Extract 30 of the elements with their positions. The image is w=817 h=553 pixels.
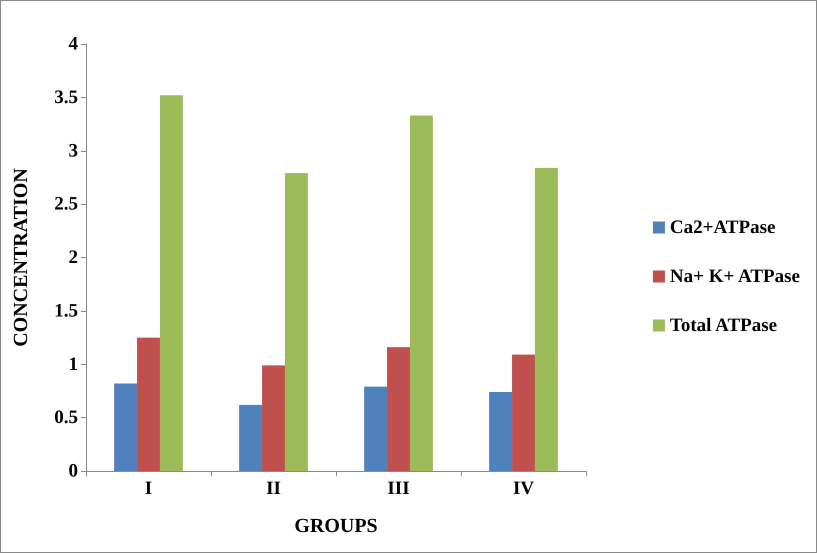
x-axis-title: GROUPS bbox=[294, 515, 378, 537]
bar bbox=[410, 116, 433, 471]
bar bbox=[262, 365, 285, 471]
y-tick-label: 2 bbox=[68, 247, 78, 268]
x-tick-label: III bbox=[387, 478, 410, 499]
bar bbox=[387, 347, 410, 471]
bar bbox=[364, 386, 388, 471]
bar bbox=[512, 354, 535, 471]
legend-label: Ca2+ATPase bbox=[670, 217, 776, 238]
y-tick-label: 1 bbox=[68, 354, 78, 375]
bar bbox=[489, 392, 512, 471]
y-tick-label: 2.5 bbox=[54, 194, 78, 215]
y-tick-label: 3 bbox=[68, 140, 78, 162]
bar bbox=[239, 404, 262, 471]
y-tick-label: 0 bbox=[68, 460, 78, 482]
x-tick-label: IV bbox=[512, 478, 534, 499]
y-axis-title: CONCENTRATION bbox=[10, 168, 32, 347]
y-tick-label: 4 bbox=[68, 34, 78, 54]
y-tick-label: 0.5 bbox=[54, 407, 78, 428]
x-tick-label: II bbox=[266, 478, 281, 499]
legend-label: Total ATPase bbox=[670, 315, 778, 336]
bar bbox=[160, 95, 183, 471]
legend-label: Na+ K+ ATPase bbox=[670, 266, 800, 287]
bar bbox=[284, 173, 308, 471]
bar bbox=[534, 168, 558, 471]
x-tick-label: I bbox=[144, 478, 152, 499]
bar bbox=[114, 383, 138, 471]
y-tick-label: 3.5 bbox=[54, 86, 78, 108]
bar bbox=[137, 338, 160, 471]
y-tick-label: 1.5 bbox=[54, 300, 78, 322]
